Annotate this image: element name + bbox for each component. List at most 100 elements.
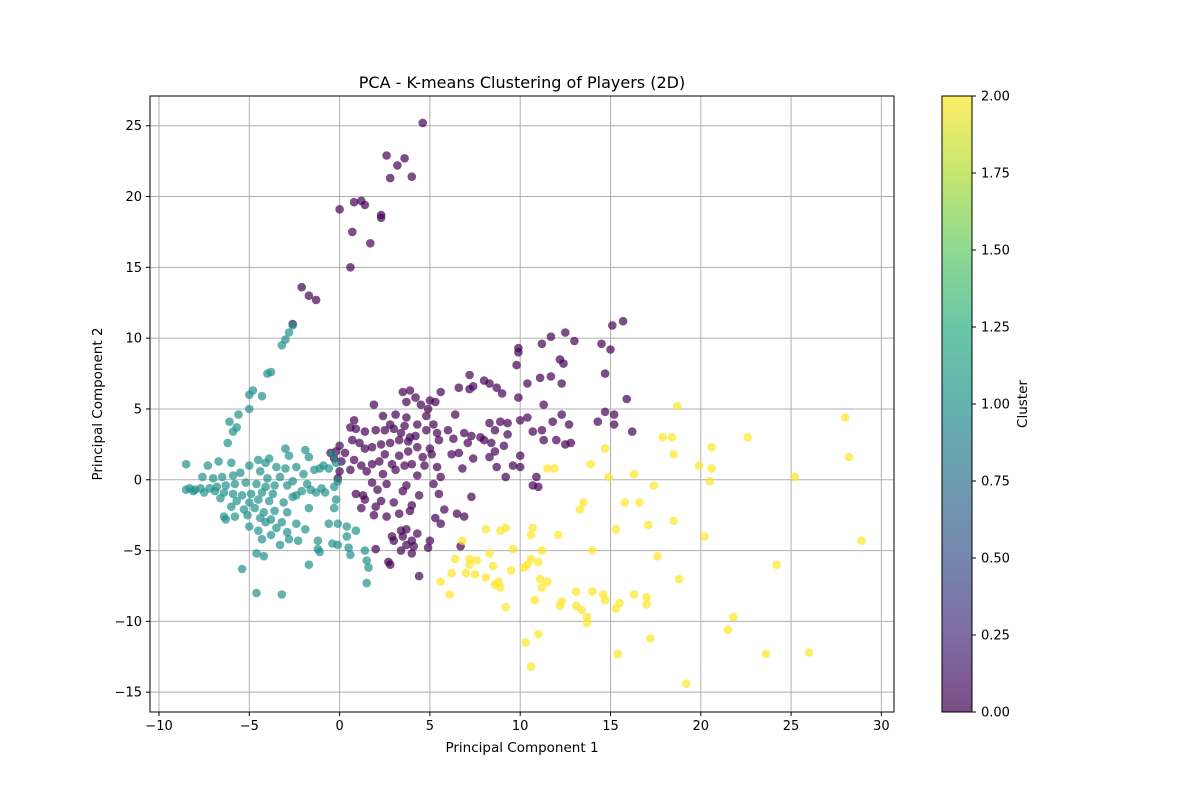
y-tick-label: −15 bbox=[115, 686, 142, 701]
scatter-point-cluster-1 bbox=[228, 427, 238, 436]
scatter-point-cluster-1 bbox=[221, 515, 231, 524]
scatter-point-cluster-0 bbox=[546, 372, 556, 381]
colorbar-tick-label: 1.25 bbox=[981, 321, 1010, 336]
scatter-point-cluster-0 bbox=[362, 467, 372, 476]
scatter-point-cluster-0 bbox=[371, 544, 381, 554]
scatter-point-cluster-0 bbox=[385, 438, 395, 448]
scatter-point-cluster-0 bbox=[355, 438, 364, 448]
scatter-point-cluster-0 bbox=[570, 336, 579, 346]
scatter-point-cluster-0 bbox=[436, 519, 446, 528]
scatter-point-cluster-0 bbox=[371, 425, 381, 435]
scatter-point-cluster-1 bbox=[351, 526, 361, 535]
scatter-point-cluster-0 bbox=[432, 462, 442, 472]
scatter-point-cluster-1 bbox=[252, 549, 261, 558]
scatter-point-cluster-0 bbox=[378, 469, 388, 479]
scatter-point-cluster-0 bbox=[534, 482, 543, 492]
scatter-point-cluster-1 bbox=[329, 482, 339, 492]
scatter-point-cluster-0 bbox=[378, 411, 388, 421]
scatter-point-cluster-1 bbox=[270, 481, 279, 490]
scatter-point-cluster-0 bbox=[367, 459, 377, 469]
scatter-point-cluster-0 bbox=[487, 438, 496, 448]
x-tick-label: 25 bbox=[783, 719, 800, 734]
scatter-point-cluster-0 bbox=[391, 465, 400, 475]
scatter-point-cluster-0 bbox=[398, 387, 408, 397]
scatter-point-cluster-1 bbox=[313, 536, 323, 545]
scatter-point-cluster-0 bbox=[515, 451, 525, 461]
scatter-point-cluster-0 bbox=[600, 369, 610, 378]
scatter-point-cluster-0 bbox=[407, 549, 417, 558]
scatter-point-cluster-1 bbox=[228, 489, 238, 499]
scatter-point-cluster-0 bbox=[492, 462, 502, 472]
scatter-point-cluster-0 bbox=[490, 425, 500, 435]
scatter-point-cluster-2 bbox=[582, 618, 592, 628]
scatter-point-cluster-0 bbox=[508, 461, 518, 470]
scatter-point-cluster-0 bbox=[548, 417, 557, 427]
scatter-point-cluster-0 bbox=[523, 379, 532, 388]
scatter-point-cluster-1 bbox=[362, 578, 372, 588]
scatter-point-cluster-0 bbox=[400, 421, 409, 431]
scatter-point-cluster-0 bbox=[389, 498, 399, 507]
scatter-point-cluster-0 bbox=[366, 239, 375, 248]
scatter-point-cluster-1 bbox=[257, 391, 267, 401]
x-axis-label: Principal Component 1 bbox=[445, 740, 598, 756]
scatter-point-cluster-0 bbox=[311, 295, 321, 305]
scatter-point-cluster-0 bbox=[405, 506, 415, 516]
scatter-point-cluster-0 bbox=[346, 465, 355, 475]
y-axis-label: Principal Component 2 bbox=[90, 327, 106, 480]
scatter-point-cluster-2 bbox=[571, 587, 581, 596]
scatter-point-cluster-0 bbox=[422, 425, 431, 435]
y-tick-label: 5 bbox=[134, 402, 142, 417]
scatter-point-cluster-0 bbox=[340, 448, 350, 458]
scatter-point-cluster-1 bbox=[257, 488, 267, 497]
scatter-point-cluster-1 bbox=[245, 390, 254, 400]
scatter-point-cluster-2 bbox=[635, 498, 644, 507]
scatter-point-cluster-0 bbox=[357, 461, 366, 470]
scatter-point-cluster-1 bbox=[228, 471, 238, 480]
scatter-point-cluster-2 bbox=[458, 536, 467, 545]
scatter-point-cluster-2 bbox=[508, 544, 518, 554]
scatter-point-cluster-0 bbox=[452, 509, 462, 518]
scatter-point-cluster-0 bbox=[606, 345, 615, 354]
scatter-point-cluster-2 bbox=[707, 464, 716, 473]
scatter-point-cluster-2 bbox=[649, 481, 659, 490]
scatter-point-cluster-0 bbox=[398, 486, 408, 496]
scatter-point-cluster-1 bbox=[284, 534, 294, 544]
scatter-point-cluster-2 bbox=[644, 520, 653, 530]
scatter-point-cluster-2 bbox=[673, 401, 682, 411]
x-tick-label: 5 bbox=[426, 719, 434, 734]
colorbar-tick-label: 1.75 bbox=[981, 167, 1010, 182]
scatter-point-cluster-0 bbox=[396, 428, 406, 438]
scatter-point-cluster-1 bbox=[241, 478, 250, 487]
scatter-point-cluster-1 bbox=[263, 369, 272, 378]
scatter-point-cluster-0 bbox=[376, 440, 386, 449]
scatter-point-cluster-0 bbox=[627, 427, 637, 436]
scatter-point-cluster-1 bbox=[245, 522, 254, 531]
scatter-point-cluster-2 bbox=[729, 612, 738, 622]
scatter-point-cluster-1 bbox=[264, 496, 274, 506]
scatter-point-cluster-2 bbox=[526, 530, 536, 540]
scatter-point-cluster-1 bbox=[277, 590, 287, 599]
scatter-point-cluster-0 bbox=[376, 496, 386, 506]
scatter-point-cluster-0 bbox=[566, 438, 576, 448]
scatter-point-cluster-1 bbox=[214, 457, 223, 466]
scatter-point-cluster-1 bbox=[181, 459, 191, 469]
scatter-point-cluster-2 bbox=[642, 593, 651, 602]
scatter-point-cluster-2 bbox=[611, 525, 621, 534]
scatter-point-cluster-0 bbox=[503, 430, 512, 439]
scatter-point-cluster-0 bbox=[618, 316, 628, 326]
scatter-point-cluster-2 bbox=[790, 472, 799, 482]
scatter-point-cluster-2 bbox=[550, 464, 559, 473]
scatter-point-cluster-0 bbox=[425, 536, 435, 545]
scatter-point-cluster-0 bbox=[546, 332, 556, 342]
scatter-point-cluster-1 bbox=[245, 404, 254, 414]
scatter-point-cluster-0 bbox=[413, 442, 422, 452]
scatter-point-cluster-0 bbox=[443, 425, 453, 435]
scatter-point-cluster-2 bbox=[577, 605, 586, 615]
scatter-point-cluster-1 bbox=[324, 464, 334, 473]
scatter-point-cluster-2 bbox=[586, 459, 595, 469]
scatter-point-cluster-2 bbox=[450, 554, 460, 564]
grid-lines bbox=[150, 96, 894, 712]
scatter-point-cluster-0 bbox=[468, 454, 478, 463]
scatter-point-cluster-2 bbox=[600, 444, 610, 453]
scatter-point-cluster-2 bbox=[528, 523, 538, 533]
